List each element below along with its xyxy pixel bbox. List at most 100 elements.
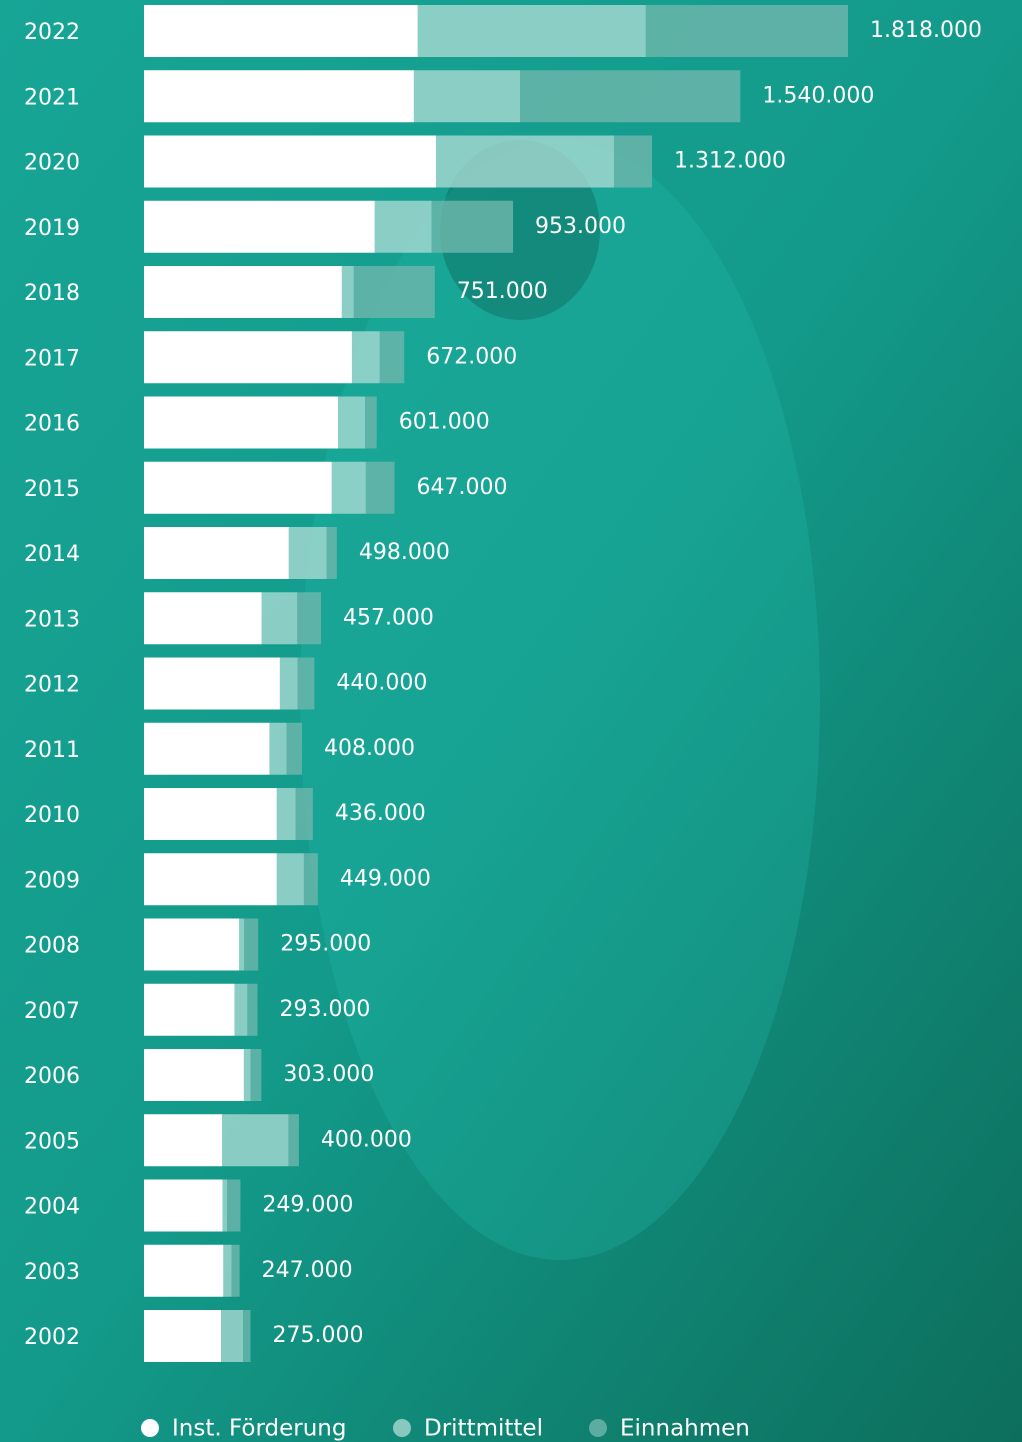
legend-marker: [589, 1419, 607, 1437]
total-label: 275.000: [272, 1323, 363, 1348]
bar-segment: [144, 461, 332, 514]
bar-segment: [295, 788, 313, 840]
bar-segment: [144, 1114, 223, 1167]
bar-segment: [351, 331, 380, 384]
bar-segment: [614, 135, 653, 188]
bar-segment: [227, 1179, 241, 1232]
legend-label: Inst. Förderung: [172, 1416, 346, 1442]
bar-segment: [286, 722, 302, 775]
year-label: 2018: [24, 281, 80, 306]
total-label: 295.000: [280, 932, 371, 957]
legend-label: Drittmittel: [424, 1416, 543, 1442]
bar-segment: [144, 396, 339, 449]
bar-segment: [353, 266, 435, 318]
bar-segment: [231, 1244, 240, 1297]
bar-segment: [303, 853, 318, 906]
total-label: 1.818.000: [870, 18, 982, 43]
legend-label: Einnahmen: [620, 1416, 750, 1442]
bar-segment: [144, 70, 414, 123]
total-label: 440.000: [336, 671, 427, 696]
bar-segment: [374, 200, 432, 253]
bar-segment: [250, 1049, 262, 1101]
bar-segment: [144, 1179, 223, 1232]
bar-segment: [144, 1244, 224, 1297]
bar-segment: [331, 461, 366, 514]
bar-segment: [645, 5, 848, 57]
total-label: 498.000: [359, 540, 450, 565]
bar-segment: [239, 918, 245, 971]
bar-segment: [288, 1114, 299, 1167]
total-label: 436.000: [335, 801, 426, 826]
total-label: 408.000: [324, 736, 415, 761]
year-label: 2021: [24, 85, 80, 110]
year-label: 2004: [24, 1195, 80, 1220]
bar-segment: [144, 918, 240, 971]
bar-segment: [144, 657, 280, 710]
bar-segment: [520, 70, 741, 123]
bar-segment: [221, 1310, 244, 1362]
bar-segment: [297, 592, 321, 645]
bar-segment: [338, 396, 366, 449]
year-label: 2017: [24, 346, 80, 371]
year-label: 2005: [24, 1129, 80, 1154]
bar-segment: [326, 527, 337, 579]
total-label: 1.540.000: [762, 83, 874, 108]
bar-segment: [435, 135, 615, 188]
bar-segment: [365, 461, 395, 514]
total-label: 449.000: [340, 866, 431, 891]
total-label: 647.000: [417, 475, 508, 500]
bar-segment: [234, 983, 248, 1036]
year-label: 2008: [24, 934, 80, 959]
bar-segment: [144, 853, 277, 906]
plot: 2022 1.818.000 2021 1.540.000 2020 1.312.000 2…: [24, 5, 982, 1442]
year-label: 2019: [24, 216, 80, 241]
bar-segment: [144, 135, 436, 188]
year-label: 2006: [24, 1064, 80, 1089]
total-label: 601.000: [399, 410, 490, 435]
bar-segment: [144, 1049, 244, 1101]
year-label: 2003: [24, 1260, 80, 1285]
year-label: 2015: [24, 477, 80, 502]
bar-segment: [222, 1114, 289, 1167]
year-label: 2007: [24, 999, 80, 1024]
year-label: 2013: [24, 607, 80, 632]
bar-segment: [341, 266, 354, 318]
year-label: 2020: [24, 151, 80, 176]
bar-segment: [279, 657, 298, 710]
total-label: 293.000: [279, 997, 370, 1022]
bar-segment: [144, 983, 235, 1036]
total-label: 953.000: [535, 214, 626, 239]
bar-segment: [379, 331, 405, 384]
bar-segment: [365, 396, 377, 449]
bar-segment: [144, 527, 289, 579]
bar-segment: [261, 592, 298, 645]
bar-segment: [243, 1310, 251, 1362]
total-label: 303.000: [283, 1062, 374, 1087]
total-label: 457.000: [343, 605, 434, 630]
legend-marker: [393, 1419, 411, 1437]
bar-segment: [144, 722, 270, 775]
photo-shade: [300, 140, 820, 1260]
year-label: 2009: [24, 868, 80, 893]
year-label: 2016: [24, 412, 80, 437]
total-label: 751.000: [457, 279, 548, 304]
bar-segment: [413, 70, 521, 123]
year-label: 2014: [24, 542, 80, 567]
bar-segment: [417, 5, 646, 57]
year-label: 2002: [24, 1325, 80, 1350]
bar-segment: [247, 983, 258, 1036]
bar-segment: [144, 788, 277, 840]
bar-segment: [276, 853, 304, 906]
year-label: 2012: [24, 673, 80, 698]
bar-segment: [288, 527, 327, 579]
bar-segment: [144, 592, 262, 645]
total-label: 247.000: [262, 1258, 353, 1283]
bar-segment: [144, 331, 352, 384]
bar-segment: [144, 200, 375, 253]
total-label: 249.000: [262, 1193, 353, 1218]
bar-segment: [144, 1310, 222, 1362]
bar-segment: [223, 1244, 232, 1297]
bar-segment: [297, 657, 315, 710]
bar-segment: [431, 200, 514, 253]
